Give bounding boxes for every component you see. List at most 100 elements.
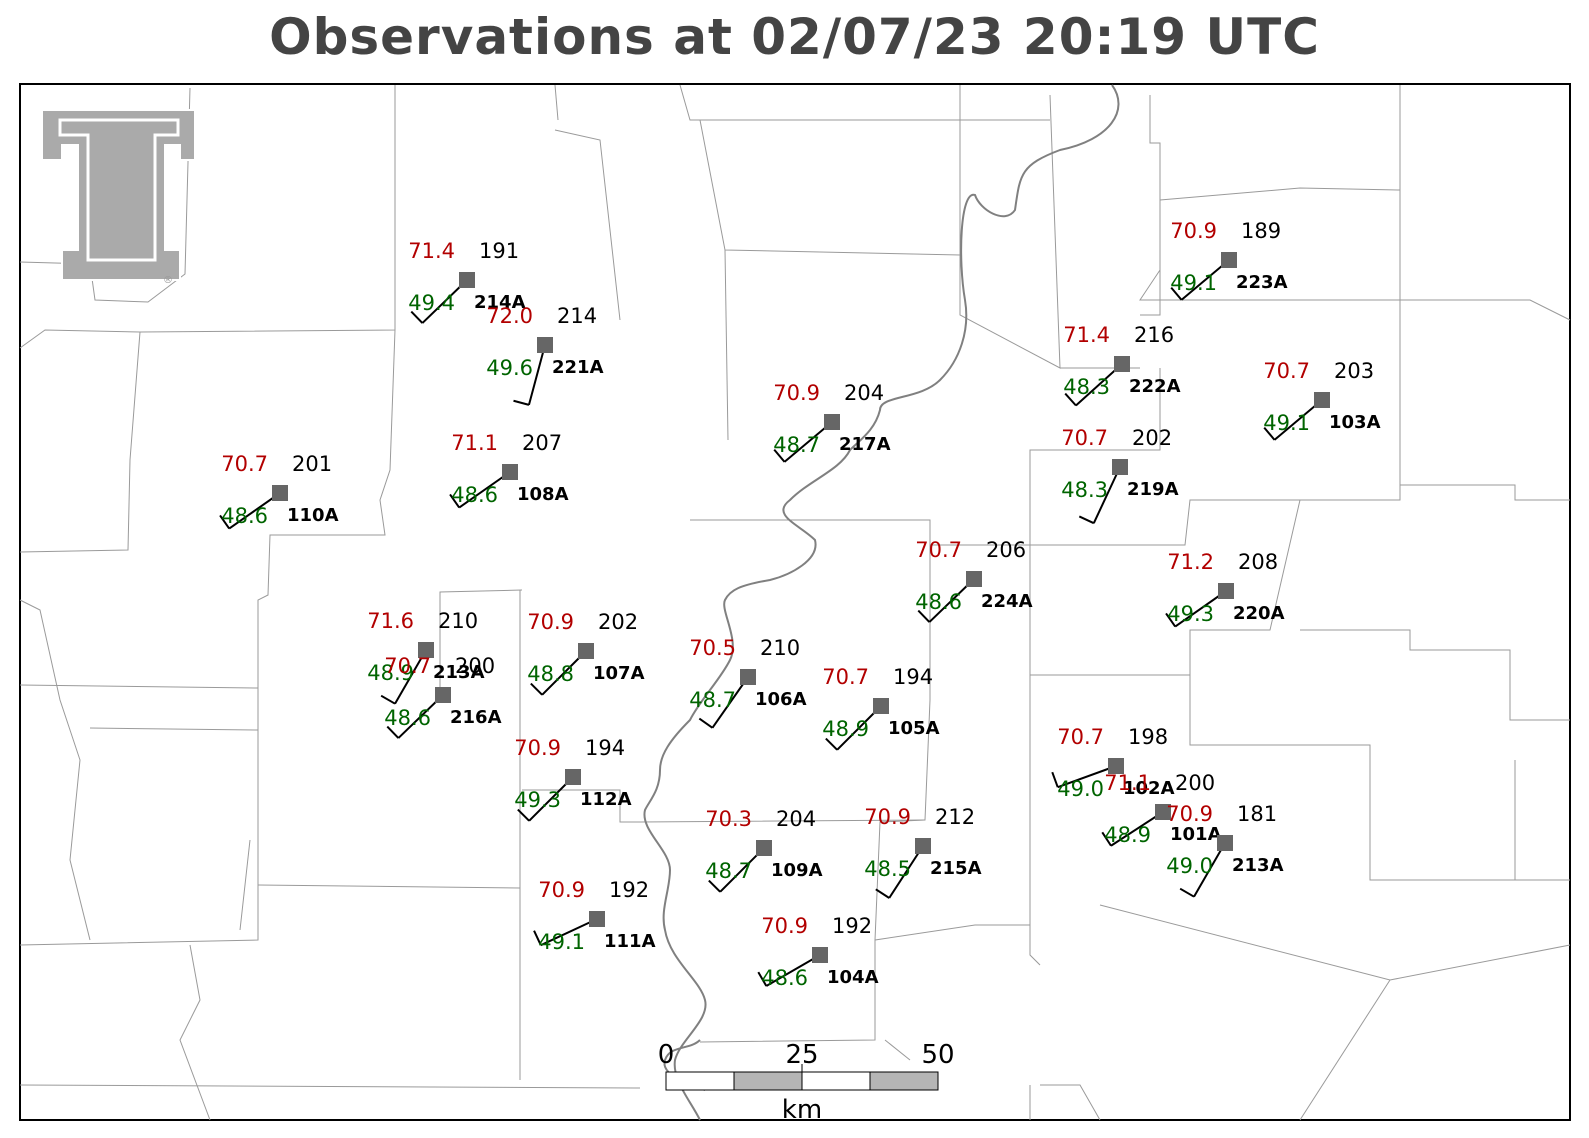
wind-barb-staff [711,676,749,729]
wind-barb-staff [765,954,821,987]
station-id-label: 214A [474,292,526,313]
station-216A: 70.7 200 48.6 216A [384,654,502,739]
pressure-label: 206 [986,538,1026,562]
scale-tick-25: 25 [785,1040,818,1070]
station-marker [1112,459,1128,475]
station-marker [1218,583,1234,599]
pressure-label: 204 [844,381,884,405]
pressure-label: 204 [776,807,816,831]
temperature-label: 70.9 [1166,802,1213,826]
station-id-label: 213A [433,662,485,683]
dewpoint-label: 48.6 [915,590,962,614]
temperature-label: 71.2 [1167,550,1214,574]
wind-barb-staff [458,471,511,509]
wind-barb-staff [527,344,546,406]
dewpoint-label: 48.7 [705,859,752,883]
station-id-label: 215A [930,858,982,879]
wind-barb-feather [1064,392,1077,407]
station-marker [812,947,828,963]
dewpoint-label: 49.3 [1167,602,1214,626]
station-marker [502,464,518,480]
temperature-label: 71.6 [367,609,414,633]
scale-segment-1 [665,1071,735,1091]
temperature-label: 70.7 [822,665,869,689]
wind-barb-feather [533,930,542,946]
dewpoint-label: 48.6 [221,504,268,528]
station-id-label: 213A [1232,855,1284,876]
temperature-label: 70.7 [1263,359,1310,383]
station-marker [435,687,451,703]
texas-tech-logo-icon: ® [41,109,196,286]
station-id-label: 109A [771,860,823,881]
station-marker [1114,356,1130,372]
station-213A: 71.6 210 48.9 213A [367,609,485,705]
pressure-label: 200 [455,654,495,678]
wind-barb-feather [1051,771,1059,788]
pressure-label: 192 [609,878,649,902]
station-217A: 70.9 204 48.7 217A [773,381,891,463]
pressure-label: 192 [832,914,872,938]
pressure-label: 208 [1238,550,1278,574]
dewpoint-label: 49.3 [514,788,561,812]
station-id-label: 221A [552,357,604,378]
wind-barb-feather [530,682,543,696]
wind-barb-staff [1110,811,1164,847]
dewpoint-label: 48.9 [367,661,414,685]
dewpoint-label: 48.9 [822,717,869,741]
wind-barb-feather [517,808,530,822]
pressure-label: 189 [1241,219,1281,243]
pressure-label: 202 [1132,426,1172,450]
station-marker [966,571,982,587]
wind-barb-feather [219,514,231,530]
station-marker [824,414,840,430]
temperature-label: 70.7 [1057,725,1104,749]
pressure-label: 201 [292,452,332,476]
wind-barb-feather [917,609,931,623]
temperature-label: 71.1 [451,431,498,455]
wind-barb-staff [1057,765,1117,789]
dewpoint-label: 48.5 [864,857,911,881]
dewpoint-label: 49.1 [1170,271,1217,295]
station-marker [589,911,605,927]
dewpoint-label: 49.6 [486,356,533,380]
station-id-label: 224A [981,591,1033,612]
station-marker [740,669,756,685]
station-marker [1217,835,1233,851]
station-110A: 70.7 201 48.6 110A [219,452,339,530]
station-221A: 72.0 214 49.6 221A [486,304,604,406]
station-106A: 70.5 210 48.7 106A [689,636,807,729]
map-title: Observations at 02/07/23 20:19 UTC [269,8,1320,66]
wind-barb-feather [386,725,400,739]
wind-barb-staff [1193,842,1226,898]
station-107A: 70.9 202 48.8 107A [527,610,645,696]
station-id-label: 106A [755,689,807,710]
station-213A: 70.9 181 49.0 213A [1166,802,1284,898]
station-marker [565,769,581,785]
county-boundaries [19,84,1571,1121]
pressure-label: 203 [1334,359,1374,383]
station-id-label: 217A [839,434,891,455]
scale-unit: km [782,1095,822,1125]
temperature-label: 70.9 [761,914,808,938]
station-102A: 70.7 198 49.0 102A [1051,725,1175,801]
temperature-label: 72.0 [486,304,533,328]
temperature-label: 70.9 [773,381,820,405]
station-215A: 70.9 212 48.5 215A [864,805,982,899]
dewpoint-label: 48.6 [451,483,498,507]
station-id-label: 103A [1329,412,1381,433]
station-219A: 70.7 202 48.3 219A [1061,426,1179,525]
station-marker [418,642,434,658]
temperature-label: 70.9 [1170,219,1217,243]
temperature-label: 70.5 [689,636,736,660]
pressure-label: 191 [479,239,519,263]
temperature-label: 71.1 [1104,771,1151,795]
scale-tick-0: 0 [658,1040,675,1070]
temperature-label: 70.9 [538,878,585,902]
dewpoint-label: 48.8 [527,662,574,686]
pressure-label: 212 [935,805,975,829]
station-id-label: 108A [517,484,569,505]
pressure-label: 194 [585,736,625,760]
station-id-label: 107A [593,663,645,684]
station-112A: 70.9 194 49.3 112A [514,736,632,822]
station-224A: 70.7 206 48.6 224A [915,538,1033,623]
